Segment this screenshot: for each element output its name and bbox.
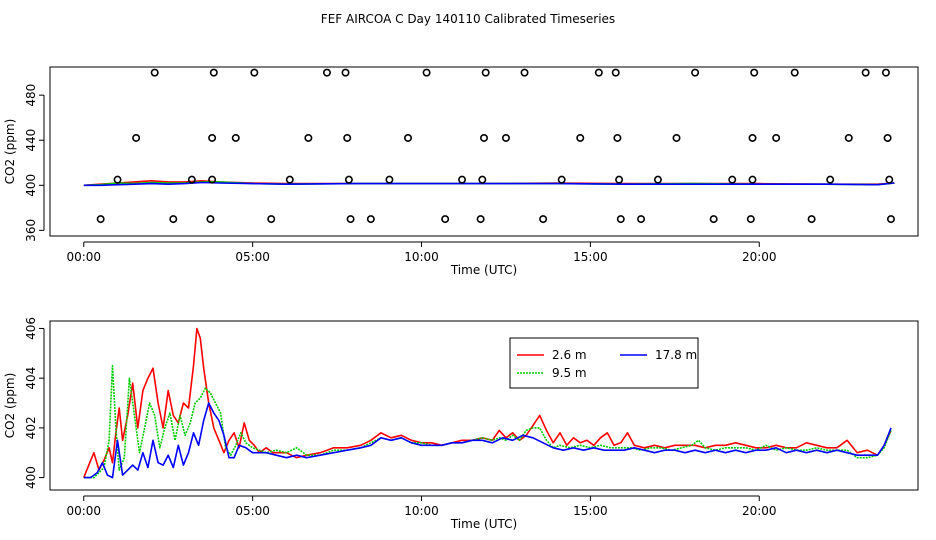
calibration-point — [748, 175, 757, 184]
calibration-point — [366, 215, 375, 224]
x-axis-label: Time (UTC) — [450, 517, 517, 531]
x-axis-label: Time (UTC) — [450, 263, 517, 277]
calibration-point — [611, 68, 620, 77]
y-axis-label: CO2 (ppm) — [3, 373, 17, 439]
calibration-point — [826, 175, 835, 184]
calibration-point — [557, 175, 566, 184]
calibration-point — [422, 68, 431, 77]
plot-frame — [49, 66, 919, 237]
calibration-point — [250, 68, 259, 77]
calibration-point — [478, 175, 487, 184]
calibration-point — [441, 215, 450, 224]
calibration-point — [576, 133, 585, 142]
calibration-point — [113, 175, 122, 184]
calibration-point — [169, 215, 178, 224]
calibration-point — [267, 215, 276, 224]
y-tick-label: 440 — [24, 129, 38, 152]
calibration-point — [458, 175, 467, 184]
x-tick-label: 10:00 — [404, 250, 439, 264]
calibration-point — [481, 68, 490, 77]
calibration-point — [404, 133, 413, 142]
calibration-point — [883, 133, 892, 142]
chart-title: FEF AIRCOA C Day 140110 Calibrated Times… — [321, 12, 615, 26]
calibration-point — [344, 175, 353, 184]
calibration-point — [132, 133, 141, 142]
calibration-point — [343, 133, 352, 142]
y-tick-label: 400 — [24, 174, 38, 197]
x-tick-label: 05:00 — [235, 504, 270, 518]
x-tick-label: 15:00 — [573, 504, 608, 518]
x-tick-label: 15:00 — [573, 250, 608, 264]
calibration-point — [790, 68, 799, 77]
calibration-point — [746, 215, 755, 224]
calibration-point — [881, 68, 890, 77]
calibration-point — [594, 68, 603, 77]
legend: 2.6 m 9.5 m 17.8 m — [509, 337, 699, 389]
legend-box — [509, 337, 699, 389]
y-tick-label: 360 — [24, 219, 38, 242]
x-tick-label: 00:00 — [66, 250, 101, 264]
calibration-point — [385, 175, 394, 184]
data-layer — [83, 180, 895, 187]
legend-label: 2.6 m — [552, 348, 587, 362]
y-tick-label: 402 — [24, 416, 38, 439]
calibration-point — [613, 133, 622, 142]
calibration-point — [285, 175, 294, 184]
top-panel: 00:00 05:00 10:00 15:00 20:00 Time (UTC) 360 40… — [3, 66, 919, 277]
calibration-point — [750, 68, 759, 77]
calibration-point — [885, 175, 894, 184]
calibration-point — [209, 68, 218, 77]
calibration-point — [672, 133, 681, 142]
calibration-point — [479, 133, 488, 142]
calibration-point — [341, 68, 350, 77]
calibration-point — [304, 133, 313, 142]
data-layer — [83, 327, 892, 479]
x-tick-label: 00:00 — [66, 504, 101, 518]
calibration-point — [886, 215, 895, 224]
y-tick-label: 400 — [24, 466, 38, 489]
calibration-point — [615, 175, 624, 184]
calibration-point — [206, 215, 215, 224]
calibration-point — [231, 133, 240, 142]
x-tick-label: 10:00 — [404, 504, 439, 518]
x-tick-label: 20:00 — [742, 250, 777, 264]
calibration-point — [346, 215, 355, 224]
calibration-point — [653, 175, 662, 184]
y-tick-label: 406 — [24, 317, 38, 340]
x-tick-label: 05:00 — [235, 250, 270, 264]
calibration-point — [637, 215, 646, 224]
calibration-point — [150, 68, 159, 77]
x-tick-label: 20:00 — [742, 504, 777, 518]
calibration-point — [861, 68, 870, 77]
calibration-point — [691, 68, 700, 77]
calibration-point — [208, 133, 217, 142]
y-tick-label: 404 — [24, 367, 38, 390]
legend-label: 17.8 m — [655, 348, 697, 362]
bottom-panel: 00:00 05:00 10:00 15:00 20:00 Time (UTC) 400 40… — [3, 317, 919, 531]
legend-label: 9.5 m — [552, 366, 587, 380]
calibration-point — [476, 215, 485, 224]
calibration-point — [709, 215, 718, 224]
calibration-point — [772, 133, 781, 142]
calibration-point — [208, 175, 217, 184]
calibration-point — [539, 215, 548, 224]
calibration-point — [807, 215, 816, 224]
series-line-9-5-m — [83, 364, 892, 479]
series-line-2-6-m — [83, 327, 892, 478]
calibration-point — [728, 175, 737, 184]
calibration-point — [501, 133, 510, 142]
calibration-point — [616, 215, 625, 224]
calibration-point — [520, 68, 529, 77]
calibration-point — [322, 68, 331, 77]
calibration-point — [187, 175, 196, 184]
calibration-point — [96, 215, 105, 224]
series-line-17-8-m — [83, 402, 892, 479]
calibration-point — [748, 133, 757, 142]
y-axis-label: CO2 (ppm) — [3, 119, 17, 185]
calibration-point — [844, 133, 853, 142]
plot-frame — [49, 320, 919, 491]
y-tick-label: 480 — [24, 84, 38, 107]
series-line-2 — [83, 181, 895, 187]
